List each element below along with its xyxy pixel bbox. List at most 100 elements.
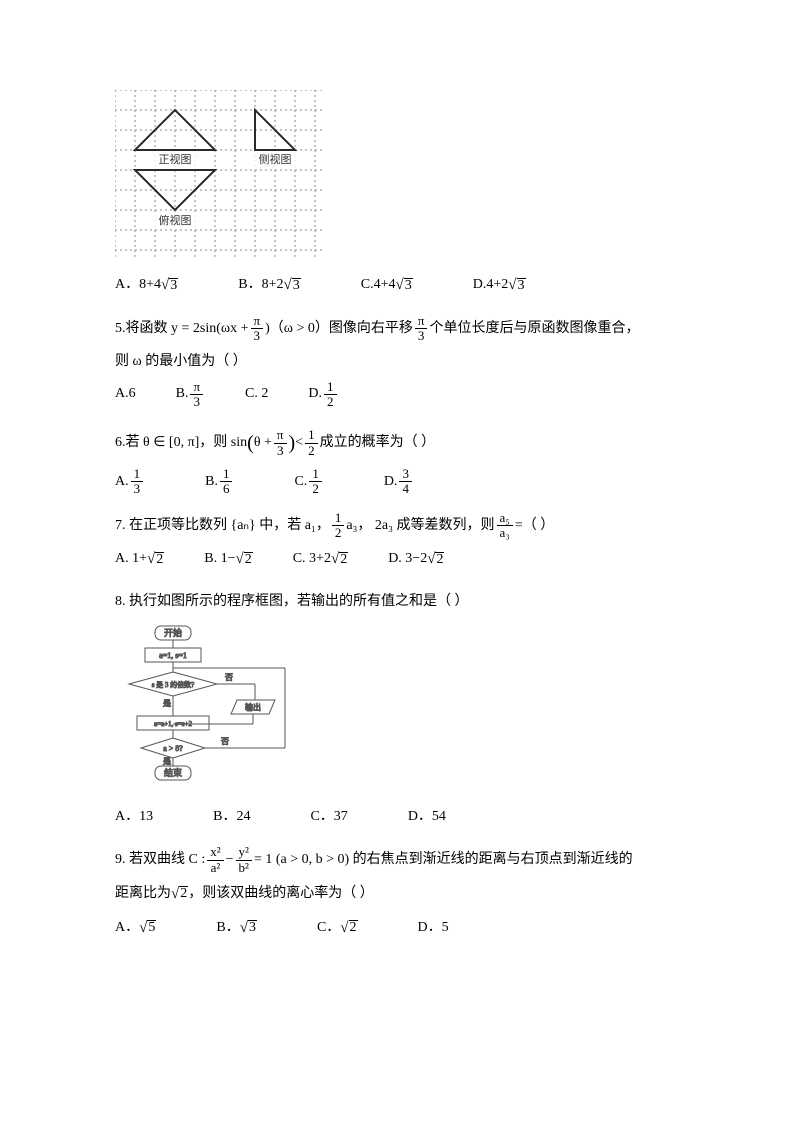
- svg-text:是: 是: [163, 757, 171, 766]
- fraction: 16: [220, 467, 233, 497]
- fraction: 12: [305, 428, 318, 458]
- q9-options: A． 5 B． 3 C． 2 D．5: [115, 913, 685, 943]
- q4-options: A． 8+4 3 B． 8+2 3 C. 4+4 3 D. 4+2 3: [115, 270, 685, 300]
- text: 则 ω 的最小值为（ ）: [115, 348, 247, 376]
- fraction: 34: [399, 467, 412, 497]
- svg-text:s 是 3 的倍数?: s 是 3 的倍数?: [152, 680, 195, 689]
- expr: y = 2sin(ωx +: [171, 315, 249, 343]
- text: = 1 (a > 0, b > 0) 的右焦点到渐近线的距离与右顶点到渐近线的: [254, 846, 633, 874]
- q9-stem-1: 9. 若双曲线 C : x²a² − y²b² = 1 (a > 0, b > …: [115, 845, 685, 875]
- opt-label: D．5: [418, 914, 449, 942]
- text: 6.若 θ ∈ [0, π]，则 sin: [115, 429, 247, 457]
- text: =（ ）: [515, 512, 554, 540]
- fraction: 12: [324, 380, 337, 410]
- opt-label: B.: [176, 380, 189, 408]
- q8-opt-a: A．13: [115, 803, 153, 831]
- fraction: x²a²: [207, 845, 223, 875]
- text: 9. 若双曲线 C :: [115, 846, 205, 874]
- text: （ω > 0）图像向右平移: [270, 315, 413, 343]
- sqrt-icon: 3: [240, 913, 257, 943]
- sqrt-icon: 3: [161, 270, 178, 300]
- fraction: 13: [131, 467, 144, 497]
- text: 7. 在正项等比数列 {aₙ} 中，若 a₁，: [115, 512, 330, 540]
- sqrt-icon: 3: [508, 270, 525, 300]
- opt-label: D. 3−2: [388, 545, 427, 573]
- lt: <: [295, 429, 303, 457]
- q4-opt-a: A． 8+4 3: [115, 270, 178, 300]
- opt-label: B. 1−: [204, 545, 235, 573]
- q6-stem: 6.若 θ ∈ [0, π]，则 sin ( (θ + θ + π3 ) < 1…: [115, 423, 685, 463]
- opt-label: C. 2: [245, 380, 268, 408]
- q5-opt-d: D. 12: [308, 380, 338, 410]
- text: a₃， 2a₃ 成等差数列，则: [346, 512, 494, 540]
- opt-label: C.: [361, 271, 374, 299]
- fraction: a₅a₃: [497, 511, 513, 541]
- q6-opt-c: C. 12: [294, 467, 323, 497]
- q4-opt-b: B． 8+2 3: [238, 270, 300, 300]
- svg-text:否: 否: [221, 737, 229, 746]
- svg-text:输出: 输出: [245, 702, 261, 712]
- svg-text:a > 8?: a > 8?: [163, 744, 183, 753]
- svg-text:a=a+1, s=s+2: a=a+1, s=s+2: [154, 720, 192, 728]
- opt-label: A．: [115, 271, 139, 299]
- q8-opt-b: B．24: [213, 803, 250, 831]
- q9-opt-d: D．5: [418, 914, 449, 942]
- opt-label: A. 1+: [115, 545, 147, 573]
- opt-label: B．: [238, 271, 261, 299]
- svg-text:否: 否: [225, 673, 233, 682]
- opt-expr: 4+2: [486, 271, 508, 299]
- opt-label: B．: [216, 914, 239, 942]
- q9-opt-c: C． 2: [317, 913, 358, 943]
- fraction: π3: [415, 314, 428, 344]
- opt-label: C．: [317, 914, 340, 942]
- q6-options: A. 13 B. 16 C. 12 D. 34: [115, 467, 685, 497]
- q6-opt-b: B. 16: [205, 467, 234, 497]
- sqrt-icon: 5: [139, 913, 156, 943]
- q7-opt-d: D. 3−2 2: [388, 544, 444, 574]
- q9-opt-b: B． 3: [216, 913, 257, 943]
- opt-label: A．: [115, 914, 139, 942]
- q8-opt-d: D．54: [408, 803, 446, 831]
- minus: −: [226, 846, 234, 874]
- fraction: π3: [190, 380, 203, 410]
- fraction: 12: [309, 467, 322, 497]
- q9-stem-2: 距离比为 2 ，则该双曲线的离心率为（ ）: [115, 879, 685, 909]
- text: 8. 执行如图所示的程序框图，若输出的所有值之和是（ ）: [115, 588, 469, 616]
- q7-stem: 7. 在正项等比数列 {aₙ} 中，若 a₁， 12 a₃， 2a₃ 成等差数列…: [115, 511, 685, 541]
- flowchart-figure: 开始 a=1, s=1 s 是 3 的倍数? 否 输出: [125, 624, 685, 795]
- opt-expr: 8+2: [262, 271, 284, 299]
- q8-stem: 8. 执行如图所示的程序框图，若输出的所有值之和是（ ）: [115, 588, 685, 616]
- q4-opt-c: C. 4+4 3: [361, 270, 413, 300]
- fraction: y²b²: [236, 845, 252, 875]
- q5-stem-2: 则 ω 的最小值为（ ）: [115, 348, 685, 376]
- opt-label: D.: [384, 468, 398, 496]
- svg-text:开始: 开始: [164, 627, 182, 638]
- opt-label: A.6: [115, 380, 136, 408]
- sqrt-icon: 3: [396, 270, 413, 300]
- svg-text:a=1, s=1: a=1, s=1: [159, 651, 187, 660]
- opt-expr: 8+4: [139, 271, 161, 299]
- sqrt-icon: 2: [331, 544, 348, 574]
- svg-text:是: 是: [163, 699, 171, 708]
- opt-expr: 4+4: [374, 271, 396, 299]
- opt-label: D.: [308, 380, 322, 408]
- rparen-icon: ): [289, 423, 296, 463]
- q6-opt-a: A. 13: [115, 467, 145, 497]
- text: 成立的概率为（ ）: [320, 429, 436, 457]
- svg-text:结束: 结束: [164, 767, 182, 778]
- q6-opt-d: D. 34: [384, 467, 414, 497]
- q5-options: A.6 B. π3 C. 2 D. 12: [115, 380, 685, 410]
- opt-label: B.: [205, 468, 218, 496]
- q9-opt-a: A． 5: [115, 913, 156, 943]
- sqrt-icon: 2: [171, 879, 188, 909]
- q4-opt-d: D. 4+2 3: [473, 270, 526, 300]
- opt-label: A.: [115, 468, 129, 496]
- three-view-figure: 正视图 侧视图 俯视图: [115, 90, 685, 260]
- q5-opt-b: B. π3: [176, 380, 205, 410]
- text: 个单位长度后与原函数图像重合，: [429, 315, 639, 343]
- q7-opt-b: B. 1− 2: [204, 544, 252, 574]
- q8-opt-c: C．37: [310, 803, 347, 831]
- q7-opt-a: A. 1+ 2: [115, 544, 164, 574]
- q7-options: A. 1+ 2 B. 1− 2 C. 3+2 2 D. 3−2 2: [115, 544, 685, 574]
- sqrt-icon: 3: [284, 270, 301, 300]
